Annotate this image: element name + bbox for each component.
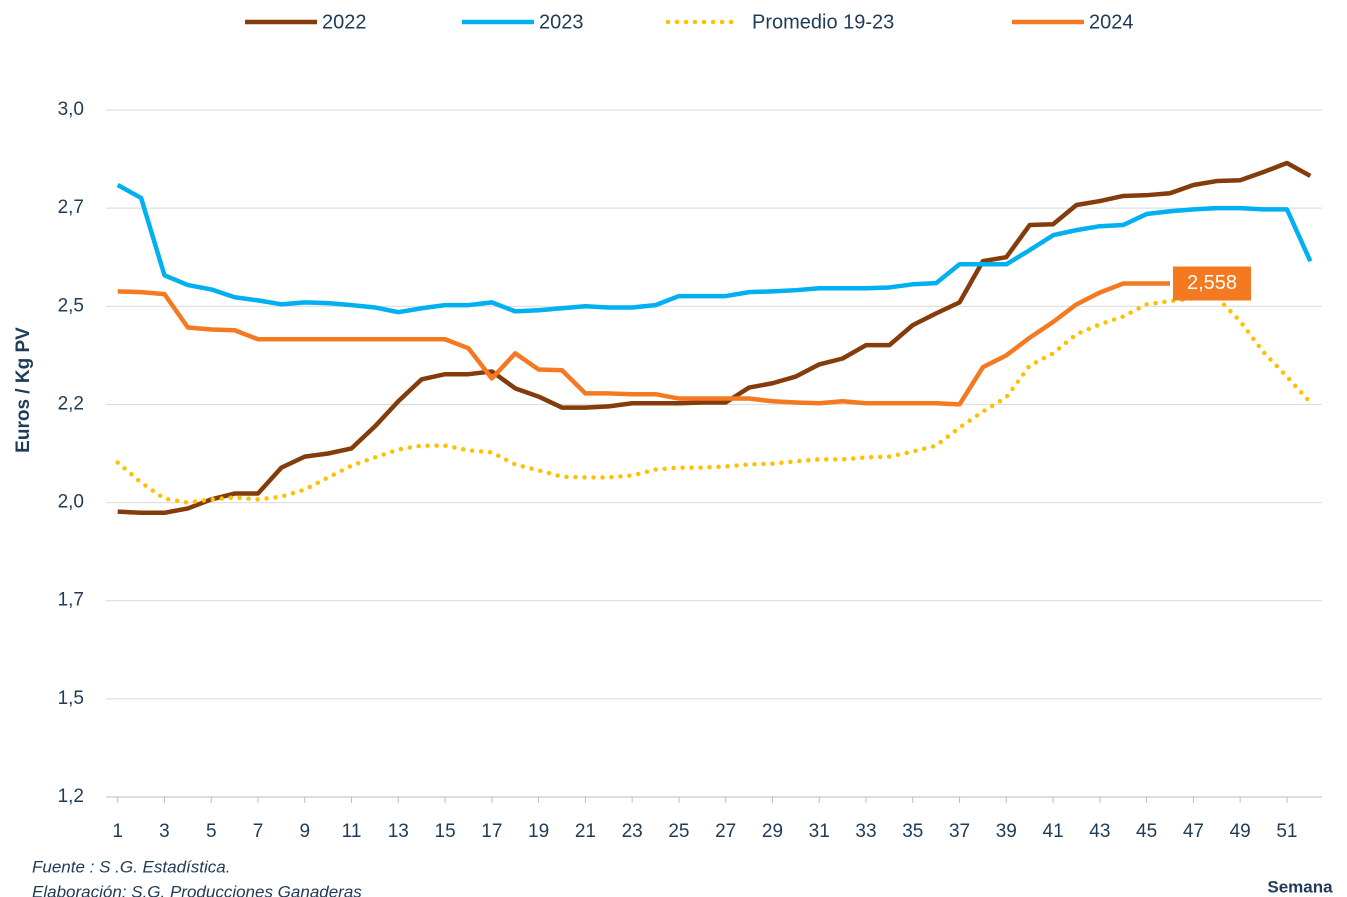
x-tick-label: 9	[299, 821, 310, 842]
x-tick-label: 49	[1230, 821, 1251, 842]
y-tick-label: 2,2	[58, 393, 84, 414]
credit-note: Elaboración: S.G. Producciones Ganaderas	[32, 882, 362, 897]
x-tick-label: 39	[996, 821, 1017, 842]
y-tick-label: 2,7	[58, 197, 84, 218]
source-note: Fuente : S .G. Estadística.	[32, 857, 230, 876]
legend-label: 2022	[322, 11, 367, 33]
x-tick-label: 7	[253, 821, 264, 842]
x-tick-label: 31	[809, 821, 830, 842]
series-line	[116, 183, 1313, 315]
x-tick-label: 11	[342, 821, 362, 842]
x-tick-label: 21	[575, 821, 596, 842]
legend-label: 2023	[539, 11, 584, 33]
x-tick-label: 5	[206, 821, 217, 842]
data-label-box	[1173, 266, 1251, 301]
y-axis-label: Euros / Kg PV	[13, 327, 34, 453]
x-axis-label: Semana	[1267, 877, 1333, 896]
legend-label: 2024	[1089, 11, 1134, 33]
x-tick-label: 41	[1043, 821, 1064, 842]
x-tick-label: 37	[949, 821, 970, 842]
x-tick-label: 19	[528, 821, 549, 842]
x-tick-label: 23	[622, 821, 643, 842]
y-tick-label: 1,7	[58, 590, 84, 611]
x-tick-label: 13	[388, 821, 409, 842]
x-tick-label: 51	[1276, 821, 1297, 842]
series-line	[117, 160, 1312, 516]
x-tick-label: 47	[1183, 821, 1204, 842]
y-tick-label: 1,2	[58, 786, 84, 807]
x-tick-label: 15	[435, 821, 456, 842]
series-line	[115, 294, 1313, 505]
x-tick-label: 35	[902, 821, 923, 842]
data-label: 2,558	[1187, 272, 1237, 294]
x-tick-label: 27	[715, 821, 736, 842]
x-tick-label: 25	[668, 821, 689, 842]
y-tick-label: 2,0	[58, 492, 84, 513]
y-tick-label: 2,5	[58, 295, 84, 316]
x-tick-label: 29	[762, 821, 783, 842]
x-tick-label: 43	[1089, 821, 1110, 842]
x-tick-label: 45	[1136, 821, 1157, 842]
y-tick-label: 1,5	[58, 688, 84, 709]
legend-label: Promedio 19-23	[752, 11, 894, 33]
series-line	[117, 281, 1170, 407]
x-tick-label: 1	[112, 821, 123, 842]
x-tick-label: 3	[159, 821, 170, 842]
x-tick-label: 33	[855, 821, 876, 842]
x-tick-label: 17	[481, 821, 502, 842]
y-tick-label: 3,0	[58, 99, 84, 120]
